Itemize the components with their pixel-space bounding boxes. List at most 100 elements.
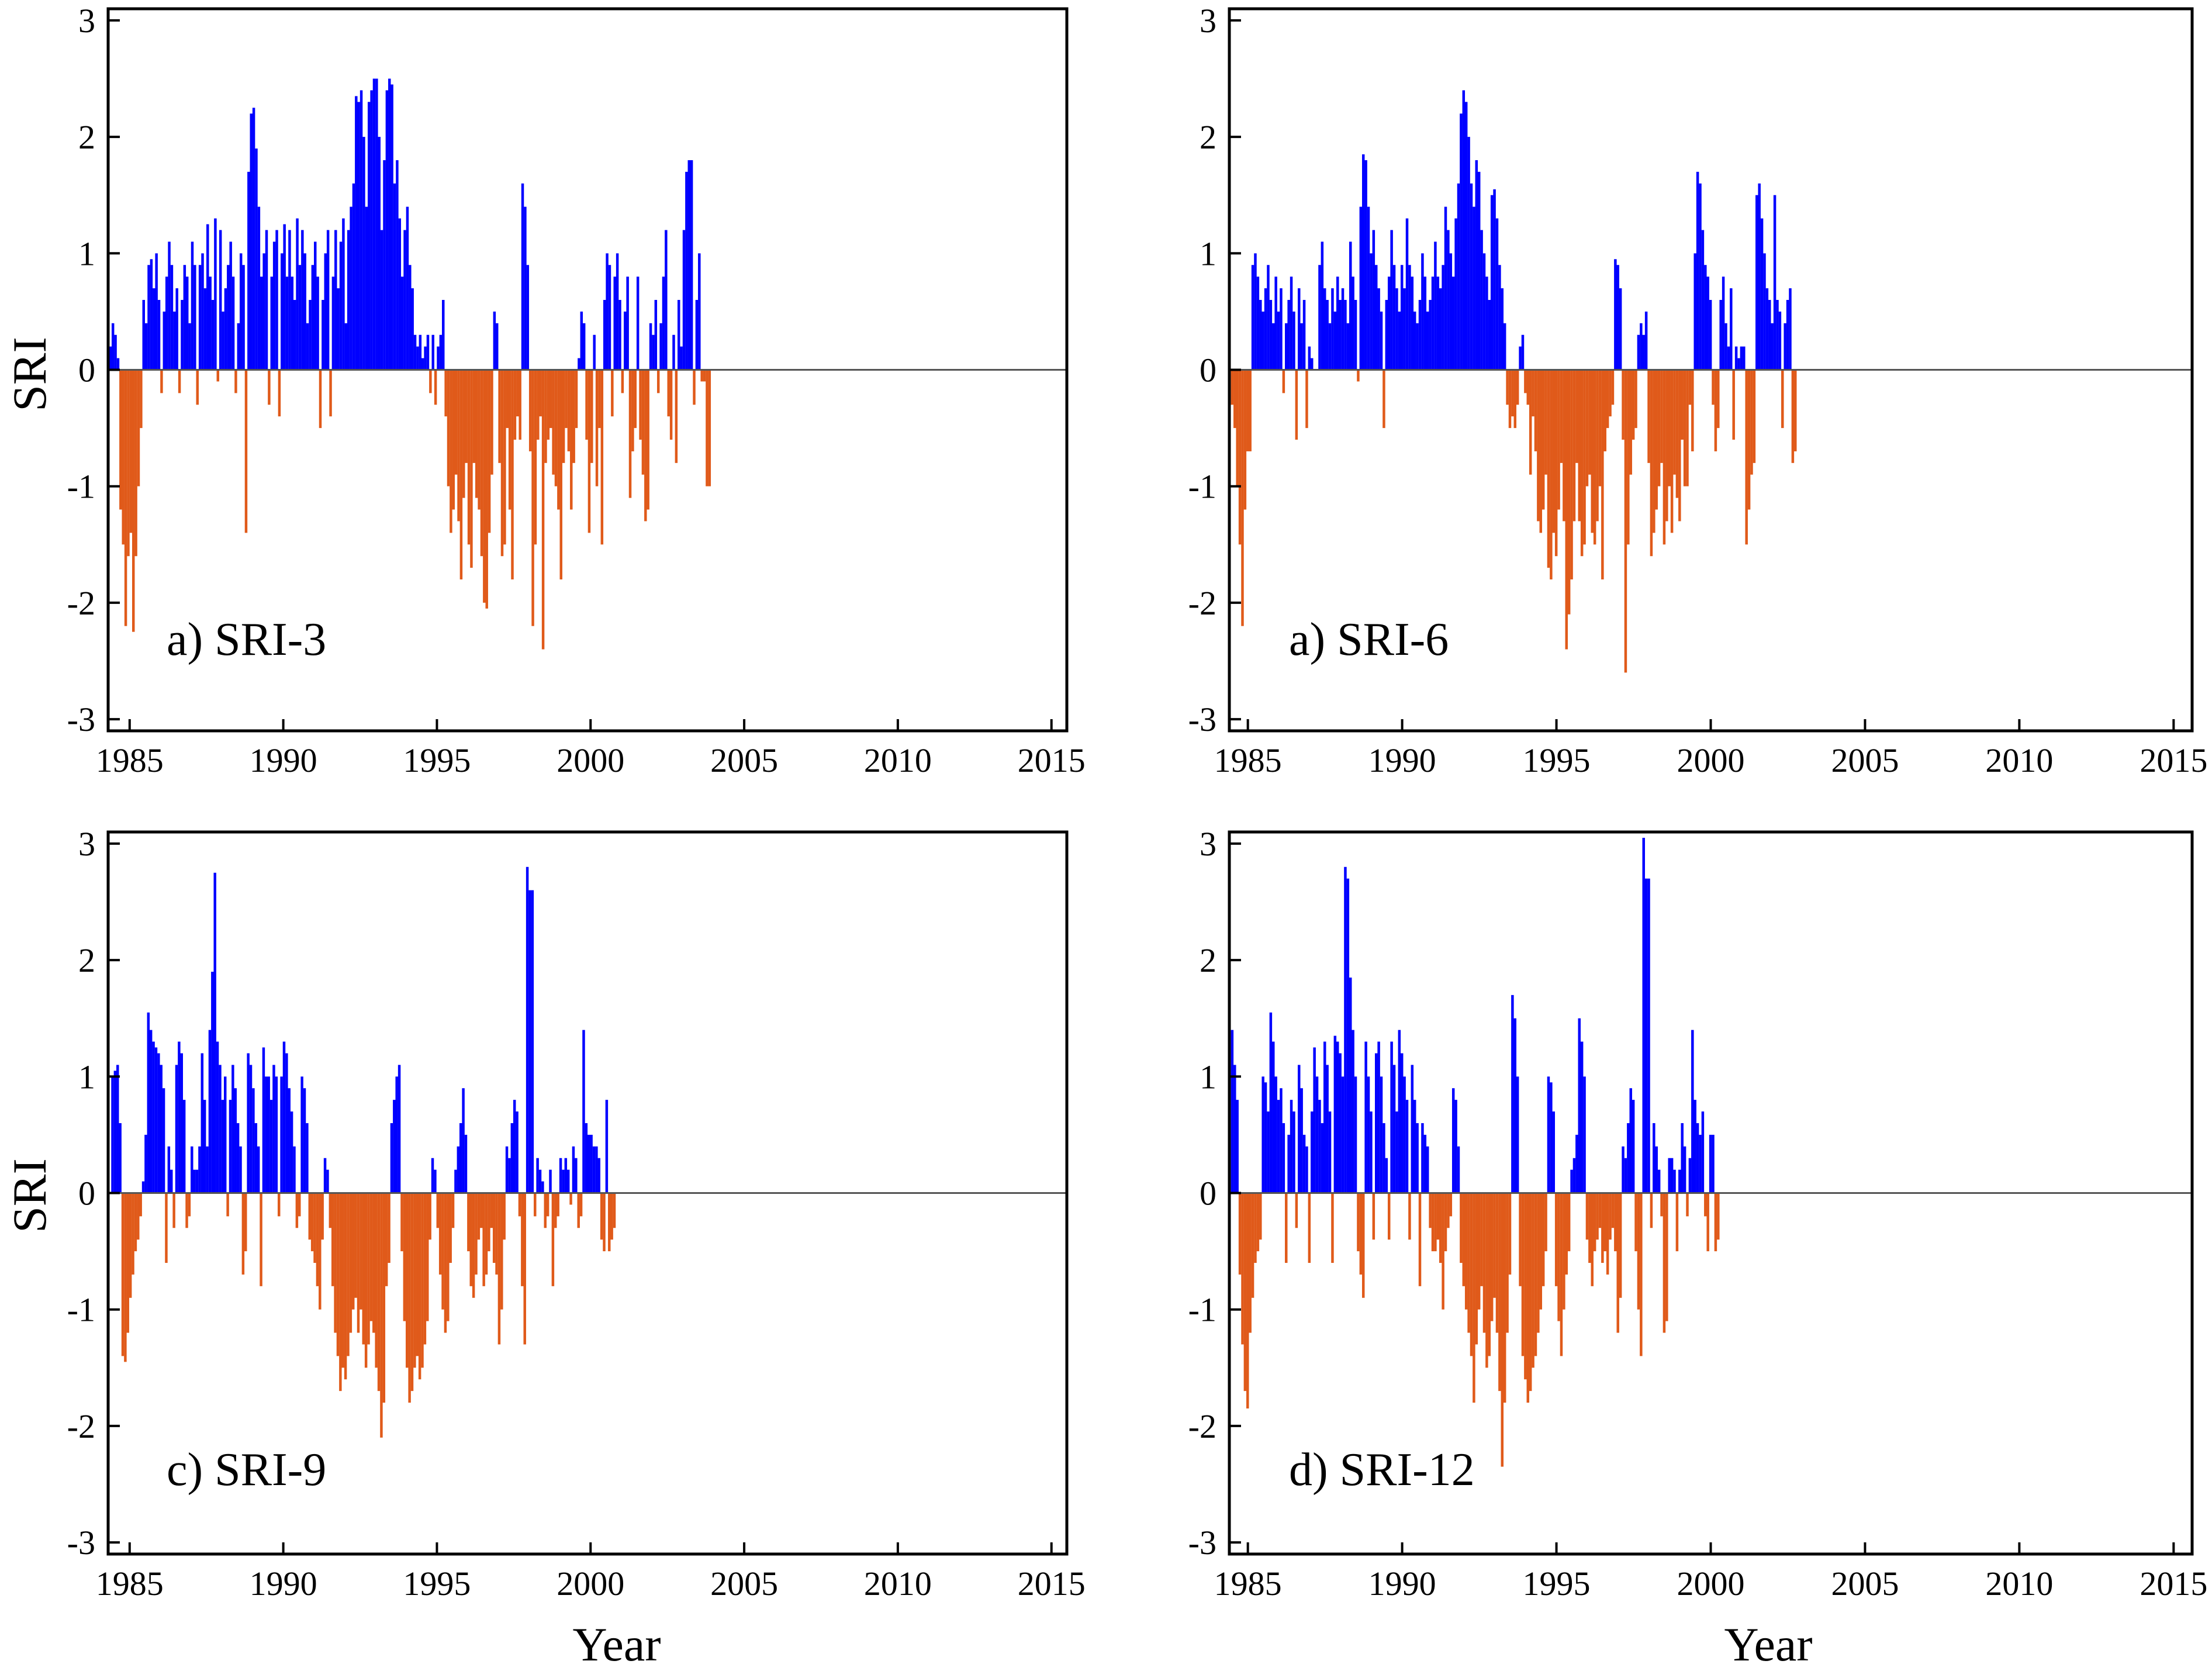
bar-sri-3-205 (634, 370, 637, 429)
bar-sri-6-190 (1719, 299, 1722, 370)
bar-sri-9-26 (178, 1041, 181, 1193)
bar-sri-6-3 (1238, 370, 1242, 545)
bar-sri-3-199 (618, 299, 621, 370)
bar-sri-3-180 (570, 370, 573, 510)
bar-sri-9-34 (198, 1146, 201, 1193)
bar-sri-12-3 (1238, 1193, 1242, 1275)
bar-sri-6-132 (1570, 370, 1573, 580)
bar-sri-3-225 (685, 171, 688, 370)
bar-sri-6-17 (1274, 277, 1277, 370)
bar-sri-6-215 (1784, 323, 1786, 370)
bar-sri-9-33 (195, 1169, 199, 1193)
bar-sri-12-63 (1392, 1065, 1396, 1193)
bar-sri-9-182 (577, 1193, 580, 1228)
bar-sri-12-111 (1516, 1076, 1519, 1193)
x-tick-label-sri-6: 1995 (1523, 741, 1591, 779)
y-tick-label-sri-12: -3 (1188, 1524, 1216, 1562)
bar-sri-6-89 (1460, 113, 1463, 370)
bar-sri-6-83 (1444, 206, 1447, 370)
bar-sri-6-99 (1485, 277, 1488, 370)
bar-sri-12-149 (1614, 1193, 1617, 1252)
bar-sri-6-177 (1686, 370, 1689, 486)
bar-sri-9-166 (536, 1158, 539, 1193)
bar-sri-3-38 (206, 224, 209, 370)
bar-sri-9-82 (321, 1193, 324, 1240)
bar-sri-12-84 (1447, 1193, 1450, 1228)
bar-sri-9-102 (372, 1193, 375, 1333)
bar-sri-6-123 (1547, 370, 1550, 568)
bar-sri-12-55 (1372, 1193, 1375, 1240)
bar-sri-12-163 (1650, 1193, 1653, 1228)
bar-sri-3-187 (587, 370, 591, 533)
x-tick-label-sri-3: 2005 (710, 741, 778, 779)
bar-sri-3-54 (247, 171, 250, 370)
bar-sri-9-111 (395, 1076, 398, 1193)
y-tick-label-sri-9: 2 (78, 941, 95, 979)
bar-sri-3-140 (467, 370, 471, 545)
bar-sri-3-214 (656, 370, 660, 393)
bar-sri-9-38 (208, 1030, 212, 1193)
bar-sri-3-192 (600, 370, 604, 545)
bar-sri-9-190 (597, 1158, 600, 1193)
bar-sri-3-189 (593, 334, 596, 370)
bar-sri-3-227 (690, 160, 693, 370)
bar-sri-9-91 (344, 1193, 347, 1380)
bar-sri-12-159 (1640, 1193, 1643, 1356)
panel-label-sri-3: a) SRI-3 (167, 614, 326, 665)
x-tick-label-sri-9: 2005 (710, 1565, 778, 1603)
bar-sri-9-35 (201, 1053, 204, 1193)
x-tick-label-sri-3: 2010 (864, 741, 932, 779)
x-tick-label-sri-9: 1995 (403, 1565, 471, 1603)
bar-sri-12-142 (1596, 1193, 1599, 1240)
bar-sri-12-175 (1681, 1123, 1684, 1193)
bar-sri-3-194 (606, 253, 609, 370)
bar-sri-3-115 (403, 230, 406, 370)
bar-sri-6-133 (1572, 370, 1576, 522)
x-axis-title-left: Year (572, 1618, 661, 1671)
bar-sri-9-21 (165, 1193, 168, 1263)
bar-sri-3-218 (667, 370, 670, 417)
bar-sri-3-6 (124, 370, 127, 626)
bar-sri-12-122 (1544, 1193, 1547, 1252)
bar-sri-12-121 (1542, 1193, 1545, 1286)
bar-sri-12-98 (1482, 1193, 1486, 1333)
bar-sri-12-172 (1673, 1169, 1676, 1193)
bar-sri-3-202 (626, 277, 629, 370)
bar-sri-6-184 (1704, 265, 1707, 370)
bar-sri-9-68 (285, 1053, 288, 1193)
bar-sri-3-208 (641, 370, 645, 475)
bar-sri-6-130 (1565, 370, 1568, 650)
bar-sri-6-64 (1395, 288, 1398, 370)
bar-sri-3-94 (350, 206, 352, 370)
bar-sri-9-120 (418, 1193, 421, 1380)
bar-sri-6-197 (1737, 358, 1740, 370)
bar-sri-6-94 (1473, 206, 1475, 370)
bar-sri-6-186 (1709, 299, 1712, 370)
bar-sri-12-52 (1364, 1041, 1367, 1193)
bar-sri-9-144 (480, 1193, 483, 1228)
bar-sri-6-122 (1544, 370, 1547, 475)
bar-sri-9-195 (610, 1193, 613, 1240)
bar-sri-12-50 (1359, 1193, 1363, 1275)
bar-sri-3-63 (270, 277, 274, 370)
bar-sri-3-132 (447, 370, 450, 486)
bar-sri-3-101 (367, 102, 371, 370)
bar-sri-3-90 (339, 241, 343, 370)
bar-sri-12-23 (1290, 1100, 1293, 1193)
bar-sri-9-178 (566, 1169, 570, 1193)
bar-sri-6-1 (1233, 370, 1236, 429)
bar-sri-3-58 (257, 206, 261, 370)
bar-sri-3-105 (378, 137, 381, 370)
bar-sri-9-162 (526, 866, 529, 1193)
bar-sri-6-137 (1583, 370, 1586, 545)
bar-sri-6-117 (1532, 370, 1534, 417)
bar-sri-12-39 (1331, 1193, 1334, 1263)
bar-sri-6-172 (1673, 370, 1676, 475)
bar-sri-12-76 (1426, 1146, 1429, 1193)
bar-sri-6-155 (1629, 370, 1632, 475)
bar-sri-12-168 (1663, 1193, 1666, 1333)
bar-sri-9-84 (326, 1169, 329, 1193)
bar-sri-12-128 (1560, 1193, 1563, 1356)
bar-sri-12-123 (1547, 1076, 1550, 1193)
bar-sri-12-62 (1390, 1041, 1393, 1193)
